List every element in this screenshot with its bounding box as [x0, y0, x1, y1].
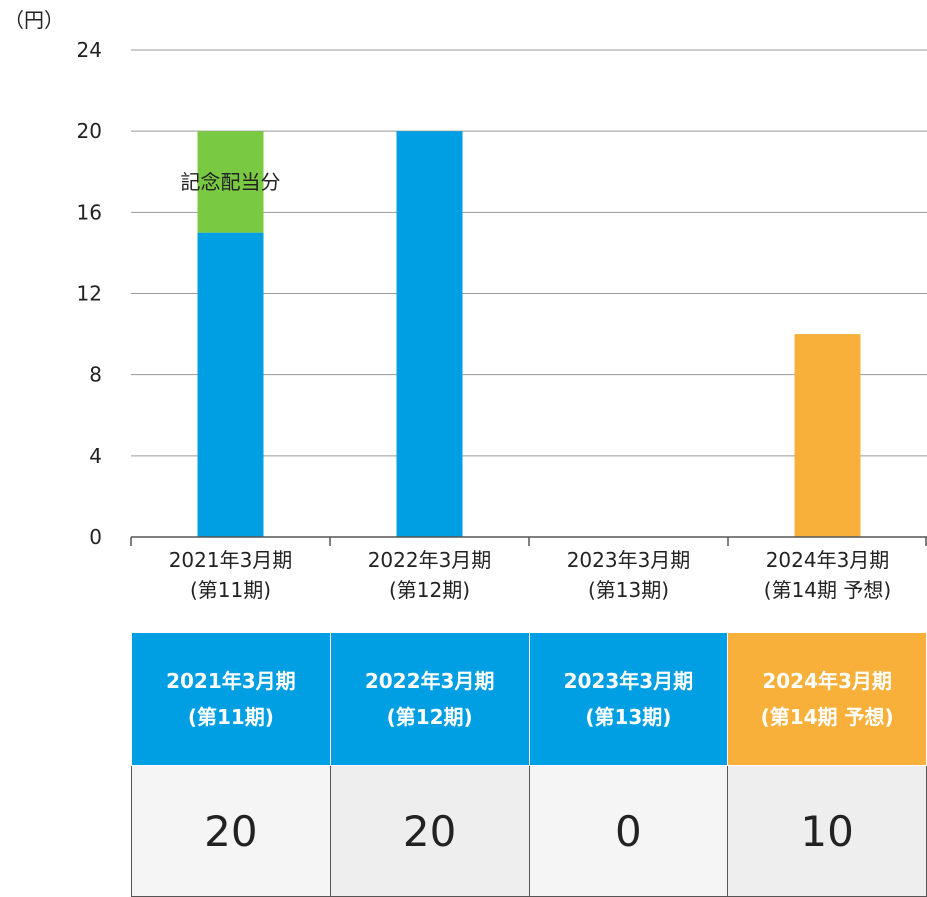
table-header-period: 2021年3月期 [166, 669, 296, 693]
x-category-label: 2022年3月期 [368, 548, 492, 572]
table-value-cell: 10 [727, 765, 927, 897]
table-header-cell: 2022年3月期 (第12期) [329, 632, 530, 766]
bar-segment [794, 334, 861, 537]
x-category-sublabel: (第14期 予想) [764, 578, 891, 602]
y-tick-label: 4 [89, 444, 102, 468]
grid-lines [131, 49, 927, 457]
dividend-table: 2021年3月期 (第11期) 2022年3月期 (第12期) 2023年3月期… [131, 632, 927, 897]
bar-segment [197, 131, 264, 233]
table-header-term: (第14期 予想) [760, 705, 894, 729]
x-axis-labels: 2021年3月期 (第11期) 2022年3月期 (第12期) 2023年3月期 (第13… [169, 548, 892, 602]
dividend-bar-chart: 0 4 8 12 16 20 24 2021年3月期 (第11期) 2022年3月期 (第12期)… [77, 38, 927, 602]
table-header-period: 2023年3月期 [563, 669, 694, 693]
table-header-cell: 2021年3月期 (第11期) [131, 632, 331, 766]
x-category-sublabel: (第12期) [389, 578, 470, 602]
y-tick-label: 16 [77, 200, 102, 224]
x-category-label: 2024年3月期 [766, 548, 890, 572]
table-header-term: (第11期) [187, 705, 274, 729]
x-axis [130, 536, 927, 546]
x-category-sublabel: (第11期) [190, 578, 271, 602]
table-value-row: 20 20 0 10 [131, 765, 927, 897]
bar-segment [197, 232, 264, 537]
y-tick-label: 12 [77, 282, 102, 306]
commemorative-dividend-label: 記念配当分 [181, 170, 281, 194]
y-axis-ticks: 0 4 8 12 16 20 24 [77, 38, 102, 549]
table-header-row: 2021年3月期 (第11期) 2022年3月期 (第12期) 2023年3月期… [131, 632, 927, 766]
table-header-term: (第12期) [386, 705, 473, 729]
table-value-cell: 20 [329, 765, 529, 897]
y-tick-label: 20 [77, 119, 102, 143]
y-axis-unit-label: （円） [4, 8, 64, 32]
x-category-label: 2021年3月期 [169, 548, 293, 572]
bar-segment [396, 131, 463, 537]
x-category-sublabel: (第13期) [588, 578, 669, 602]
table-header-cell: 2023年3月期 (第13期) [528, 632, 729, 766]
y-tick-label: 0 [89, 525, 102, 549]
y-tick-label: 24 [77, 38, 102, 62]
table-header-period: 2022年3月期 [364, 669, 495, 693]
table-header-cell: 2024年3月期 (第14期 予想) [727, 632, 927, 766]
x-category-label: 2023年3月期 [567, 548, 691, 572]
annotations: 記念配当分 [181, 170, 281, 194]
bars [197, 131, 861, 537]
table-value-cell: 0 [528, 765, 728, 897]
table-header-period: 2024年3月期 [762, 669, 892, 693]
y-tick-label: 8 [89, 363, 102, 387]
table-value-cell: 20 [131, 765, 331, 897]
table-header-term: (第13期) [585, 705, 672, 729]
